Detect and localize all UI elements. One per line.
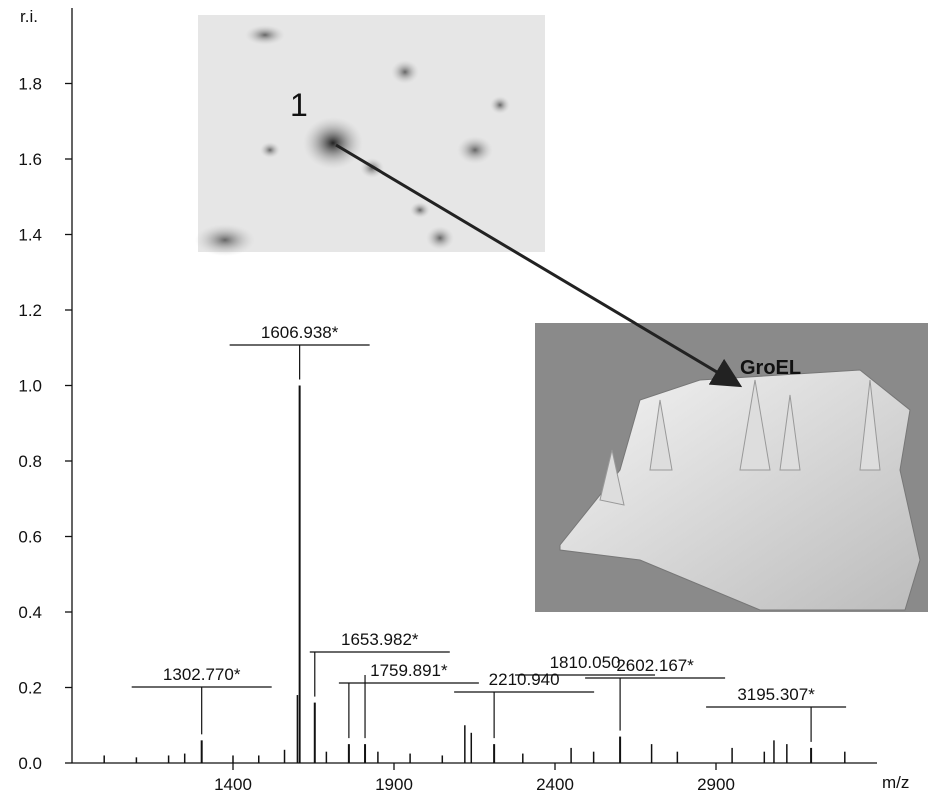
y-tick-label: 0.4: [18, 603, 42, 622]
y-tick-label: 1.8: [18, 75, 42, 94]
peak-label: 1606.938*: [261, 323, 339, 342]
peak-label: 1759.891*: [370, 661, 448, 680]
chart: 1 GroEL r.i. m/z 0.0 0.2 0.4 0.6 0.8 1.0 1.2 1.…: [0, 0, 928, 807]
y-tick-label: 1.0: [18, 377, 42, 396]
gel-spot-label: 1: [290, 87, 308, 123]
y-tick-label: 1.6: [18, 150, 42, 169]
peak-label: 2602.167*: [616, 656, 694, 675]
y-tick-label: 0.6: [18, 528, 42, 547]
x-tick-label: 2900: [697, 775, 735, 794]
surface-label: GroEL: [740, 357, 801, 379]
y-axis-label: r.i.: [20, 7, 38, 26]
peak-label: 2210.940: [489, 670, 560, 689]
x-tick-label: 2400: [536, 775, 574, 794]
y-tick-label: 0.8: [18, 452, 42, 471]
x-tick-label: 1900: [375, 775, 413, 794]
x-axis-label: m/z: [882, 773, 909, 792]
y-tick-label: 1.2: [18, 301, 42, 320]
peak-label: 3195.307*: [737, 685, 815, 704]
peak-label: 1302.770*: [163, 665, 241, 684]
peak-label: 1810.050: [550, 653, 621, 672]
y-tick-label: 0.2: [18, 679, 42, 698]
x-tick-label: 1400: [214, 775, 252, 794]
peak-label: 1653.982*: [341, 630, 419, 649]
y-tick-label: 1.4: [18, 226, 42, 245]
gel-image: [195, 15, 545, 256]
surface-image: [535, 323, 928, 612]
y-tick-label: 0.0: [18, 754, 42, 773]
